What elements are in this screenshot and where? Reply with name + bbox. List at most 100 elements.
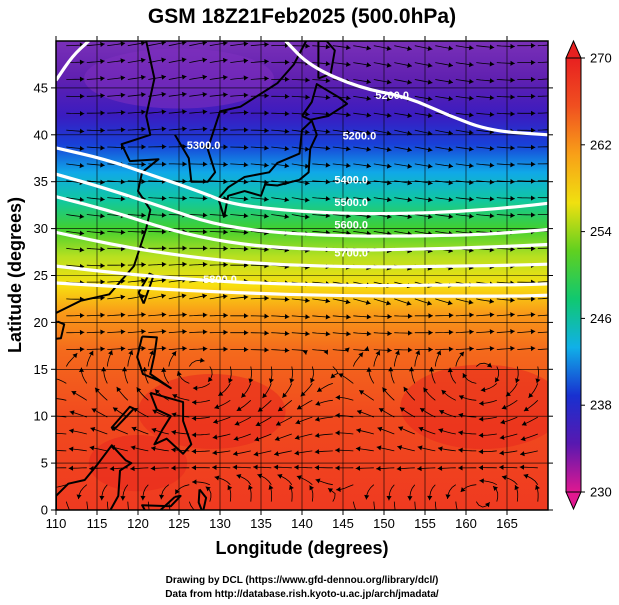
coastline	[197, 488, 208, 510]
wind-arrow	[155, 389, 160, 395]
wind-arrow	[530, 195, 536, 201]
wind-arrow	[223, 126, 228, 132]
wind-arrow	[305, 331, 310, 337]
wind-arrow	[79, 346, 85, 352]
wind-arrow	[365, 299, 371, 305]
wind-arrow	[182, 312, 187, 318]
warm-patch	[400, 364, 548, 450]
wind-arrow	[323, 349, 329, 355]
wind-arrow	[325, 331, 331, 337]
wind-arrow	[89, 445, 95, 451]
wind-arrow	[100, 263, 105, 269]
x-tick-label: 160	[455, 516, 477, 531]
wind-arrow	[356, 428, 361, 434]
wind-arrow	[325, 213, 331, 219]
wind-arrow	[161, 329, 167, 335]
wind-arrow	[521, 421, 527, 426]
wind-arrow	[495, 377, 500, 383]
wind-arrow	[120, 329, 126, 335]
wind-arrow	[551, 212, 555, 217]
wind-arrow	[181, 41, 187, 46]
wind-arrow	[161, 126, 167, 132]
wind-arrow	[191, 432, 197, 438]
wind-arrow	[448, 96, 454, 102]
wind-arrow	[469, 78, 474, 84]
wind-arrow	[551, 93, 555, 98]
wind-arrow	[406, 300, 412, 306]
wind-arrow	[325, 196, 331, 202]
wind-arrow	[530, 59, 536, 66]
wind-arrow	[448, 346, 454, 352]
wind-arrow	[243, 58, 249, 64]
colorbar-tick-label: 238	[590, 398, 612, 413]
wind-arrow	[202, 74, 208, 80]
wind-arrow	[243, 110, 249, 116]
wind-arrow	[161, 229, 167, 235]
wind-arrow	[489, 329, 495, 335]
wind-arrow	[264, 347, 269, 353]
wind-arrow	[79, 111, 85, 117]
wind-arrow	[100, 230, 105, 236]
wind-arrow	[100, 110, 105, 116]
wind-arrow	[314, 449, 320, 455]
wind-arrow	[234, 420, 240, 426]
wind-arrow	[100, 346, 105, 352]
streamline	[434, 501, 437, 510]
coastline	[110, 405, 135, 431]
wind-arrow	[161, 367, 167, 372]
wind-arrow	[202, 312, 208, 318]
wind-arrow	[386, 496, 392, 501]
wind-arrow	[469, 312, 474, 318]
wind-arrow	[236, 474, 242, 479]
wind-arrow	[489, 179, 495, 185]
credit-data: Data from http://database.rish.kyoto-u.a…	[165, 589, 439, 600]
wind-arrow	[152, 409, 158, 415]
wind-arrow	[202, 261, 208, 268]
wind-arrow	[528, 392, 534, 398]
wind-arrow	[523, 473, 529, 479]
wind-arrow	[499, 434, 505, 440]
wind-arrow	[48, 431, 52, 436]
wind-arrow	[510, 212, 515, 218]
wind-arrow	[264, 246, 269, 252]
wind-arrow	[284, 76, 290, 82]
wind-arrow	[364, 494, 370, 500]
wind-arrow	[294, 434, 300, 440]
wind-arrow	[130, 445, 136, 451]
contour-label: 5500.0	[334, 197, 368, 209]
wind-arrow	[345, 61, 351, 67]
wind-arrow	[510, 43, 515, 49]
streamline	[537, 348, 548, 350]
wind-arrow	[140, 74, 146, 81]
wind-arrow	[175, 489, 180, 495]
wind-arrow	[423, 387, 429, 393]
wind-arrow	[161, 161, 167, 167]
wind-arrow	[100, 312, 105, 318]
wind-arrow	[161, 212, 167, 218]
contour-line	[56, 41, 90, 82]
wind-arrow	[489, 111, 495, 118]
wind-arrow	[309, 485, 315, 491]
height-contours: 5200.0 5200.0 5300.0 5400.0 5500.0 5600.0 5700…	[56, 41, 548, 298]
wind-arrow	[394, 350, 400, 356]
wind-arrow	[441, 390, 447, 395]
wind-arrow	[243, 127, 249, 133]
wind-arrow	[100, 196, 105, 202]
wind-arrow	[417, 465, 422, 472]
wind-arrow	[241, 392, 247, 398]
wind-arrow	[284, 163, 290, 169]
wind-arrow	[243, 330, 249, 336]
wind-arrow	[510, 94, 515, 100]
wind-arrow	[79, 329, 85, 336]
wind-arrow	[551, 110, 555, 115]
wind-arrow	[328, 488, 334, 493]
wind-arrow	[268, 378, 274, 384]
wind-arrow	[284, 313, 290, 320]
wind-arrow	[79, 230, 85, 236]
wind-arrow	[161, 261, 167, 267]
colorbar-bottom-arrow	[565, 491, 582, 511]
wind-arrow	[468, 129, 474, 135]
wind-arrow	[264, 313, 269, 319]
wind-arrow	[218, 391, 224, 396]
wind-arrow	[407, 112, 413, 119]
